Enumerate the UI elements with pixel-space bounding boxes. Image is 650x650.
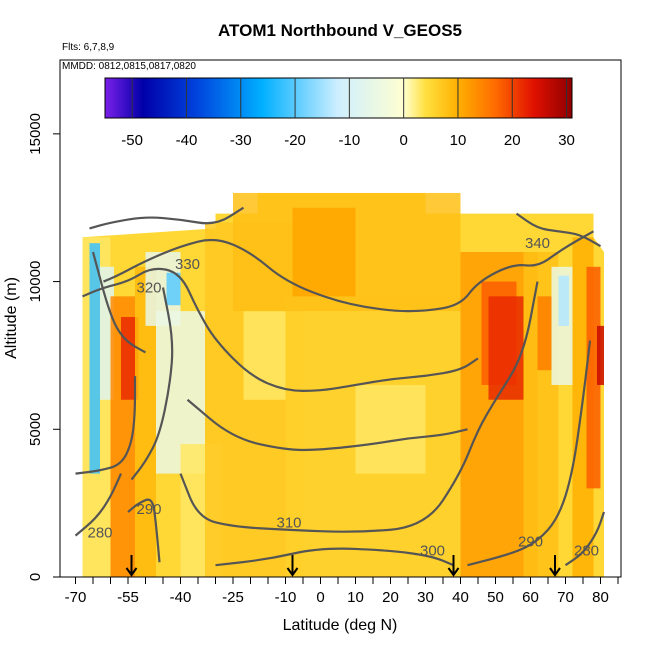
contour-290 [130,287,174,481]
flights-note: Flts: 6,7,8,9 [62,42,115,53]
colorbar-tick-label: -30 [230,132,252,149]
field-cell [166,272,181,306]
y-tick-label: 0 [27,573,44,581]
x-tick-label: -40 [170,589,192,606]
field-cell [89,243,100,474]
contour-290 [467,340,592,567]
x-tick-label: 40 [452,589,469,606]
x-tick-label: 0 [316,589,324,606]
contour-label: 300 [420,542,445,559]
axes: -70 -55 -40 -25 -10 0 10 20 30 40 50 60 70 8005000100… [27,113,619,606]
contour-280 [75,376,137,475]
contour-label: 290 [518,534,543,551]
x-tick-label: 30 [417,589,434,606]
contour-label: 290 [136,501,161,518]
contour-315 [186,398,468,452]
colorbar-tick-label: 0 [399,132,407,149]
contour-300 [215,547,454,567]
x-tick-label: -55 [117,589,139,606]
colorbar-tick-label: -50 [121,132,143,149]
x-tick-label: 50 [487,589,504,606]
chart-title: ATOM1 Northbound V_GEOS5 [218,21,462,40]
contour-310 [91,251,147,354]
contour-340 [515,212,602,248]
contour-330 [103,230,595,313]
flight-arrow-icon [286,567,299,577]
x-tick-label: -10 [275,589,297,606]
flight-arrow-icon [549,567,561,577]
colorbar-tick-label: -20 [284,132,306,149]
field-cell [243,311,286,400]
contour-label: 330 [175,256,200,273]
colorbar-tick-label: 10 [450,132,467,149]
x-tick-label: -70 [65,589,87,606]
contour-label: 310 [276,514,301,531]
contour-label: 280 [574,542,599,559]
x-tick-label: -25 [222,589,244,606]
contour-320 [82,267,479,392]
y-tick-label: 10000 [27,261,44,303]
field-cell [586,266,601,489]
y-axis-title: Altitude (m) [3,277,20,359]
colorbar-tick-label: -40 [176,132,198,149]
contour-280 [74,473,123,537]
colorbar-tick-label: 30 [558,132,575,149]
x-tick-label: 10 [347,589,364,606]
field-cell [292,207,356,297]
field-cell [597,325,604,385]
contour-310 [179,281,539,533]
contour-label: 280 [87,525,112,542]
contour-340 [89,206,245,230]
flight-arrow-icon [125,567,138,577]
contour-label: 320 [136,279,161,296]
contour-label: 340 [525,235,550,252]
colorbar-tick-label: 20 [504,132,521,149]
contour-lines: 330 320 340 310 300 290 290 280 280 [74,206,606,567]
dates-note: MMDD: 0812,0815,0817,0820 [62,61,196,72]
field-cell [537,296,552,371]
contour-290 [127,498,161,563]
y-tick-label: 15000 [27,113,44,155]
x-tick-label: 80 [592,589,609,606]
x-tick-label: 70 [557,589,574,606]
colorbar-gradient [104,77,573,119]
x-axis-title: Latitude (deg N) [283,617,398,634]
x-tick-label: 20 [382,589,399,606]
colorbar-tick-label: -10 [339,132,361,149]
field-cell [558,275,569,326]
contour-280 [564,511,606,567]
colorbar: -50 -40 -30 -20 -10 0 10 20 30 [104,77,575,149]
y-tick-label: 5000 [27,413,44,446]
flight-arrow-icon [447,567,460,577]
plot-frame [59,59,622,578]
x-tick-label: 60 [522,589,539,606]
field-cell [355,384,426,474]
flight-markers [125,555,561,577]
